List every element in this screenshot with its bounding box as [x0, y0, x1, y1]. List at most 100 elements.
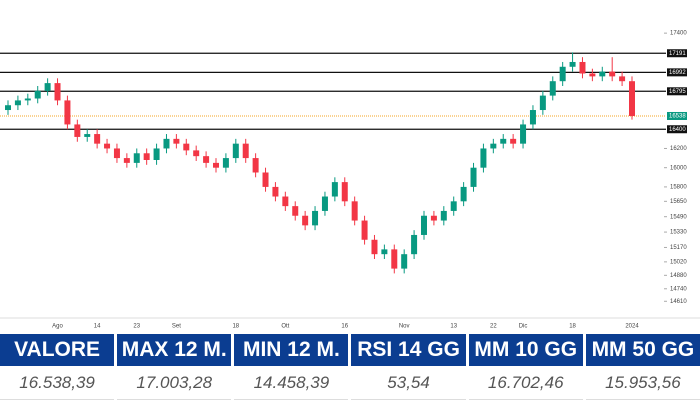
candle-body: [282, 196, 289, 207]
candle-body: [371, 239, 378, 255]
stats-table: VALORE MAX 12 M. MIN 12 M. RSI 14 GG MM 10 G…: [0, 334, 700, 400]
y-tick-label: 15020: [670, 259, 687, 265]
x-tick-label: Ago: [52, 324, 63, 330]
x-tick-label: Dic: [519, 324, 528, 330]
x-tick-label: Nov: [399, 324, 410, 330]
level-box: [667, 125, 687, 134]
candle-body: [143, 153, 150, 160]
x-tick-label: Ott: [281, 324, 289, 330]
candle-body: [440, 210, 447, 221]
x-tick-label: 14: [94, 324, 101, 330]
chart: 17400 16200 16000 15800 15650 15490 15330 15170…: [0, 31, 700, 330]
candle-body: [480, 148, 487, 168]
y-tick-label: 16200: [670, 146, 687, 152]
y-tick-label: 15170: [670, 245, 687, 251]
candle-body: [559, 66, 566, 82]
x-tick-label: 22: [490, 324, 497, 330]
candle-body: [74, 124, 81, 137]
candle-body: [331, 182, 338, 197]
candle-body: [183, 143, 190, 151]
candle-body: [510, 138, 517, 144]
y-tick-label: 15800: [670, 184, 687, 190]
table-header: MIN 12 M.: [234, 334, 349, 366]
candle-body: [321, 196, 328, 211]
level-box: [667, 49, 687, 58]
candle-body: [401, 254, 408, 269]
y-tick-label: 16000: [670, 165, 687, 171]
level-box: [667, 87, 687, 96]
candle-body: [64, 100, 71, 125]
y-tick-label: 14610: [670, 299, 687, 305]
candle-body: [292, 206, 299, 216]
table-value: 16.538,39: [0, 367, 115, 400]
last-price-box: [667, 111, 687, 120]
candle-body: [609, 71, 616, 77]
x-tick-label: 2024: [625, 324, 639, 330]
table-value: 16.702,46: [468, 367, 583, 400]
candle-body: [450, 201, 457, 211]
candle-body: [549, 81, 556, 96]
y-tick-label: 14740: [670, 286, 687, 292]
candle-body: [629, 81, 635, 116]
candle-body: [500, 138, 507, 144]
candle-body: [133, 153, 140, 163]
candle-body: [94, 134, 101, 144]
x-tick-label: 18: [232, 324, 239, 330]
table-value: 14.458,39: [234, 367, 349, 400]
x-tick-label: 13: [450, 324, 457, 330]
x-tick-label: 16: [341, 324, 348, 330]
candle-body: [14, 100, 21, 106]
candle-body: [529, 110, 536, 125]
x-tick-label: Set: [172, 324, 181, 330]
candle-body: [579, 61, 586, 74]
candle-body: [381, 249, 388, 255]
table-header: VALORE: [0, 334, 115, 366]
candle-body: [84, 134, 91, 137]
y-tick-label: 15330: [670, 230, 687, 236]
candle-body: [242, 143, 249, 159]
candle-body: [460, 186, 467, 202]
candle-body: [44, 83, 51, 91]
candle-body: [312, 210, 319, 226]
candle-body: [5, 105, 11, 111]
y-tick-label: 14880: [670, 273, 687, 279]
candle-body: [163, 138, 170, 149]
candle-body: [272, 186, 279, 197]
candle-body: [302, 215, 309, 226]
candle-body: [569, 61, 576, 67]
level-label: 16795: [669, 89, 686, 95]
last-price-label: 16538: [669, 114, 686, 120]
candle-body: [421, 215, 427, 235]
table-value: 53,54: [351, 367, 466, 400]
candle-body: [391, 249, 398, 269]
candle-body: [589, 73, 596, 77]
candle-body: [470, 167, 477, 187]
candle-body: [430, 215, 437, 221]
table-header: MAX 12 M.: [117, 334, 232, 366]
candle-body: [54, 83, 61, 101]
candle-body: [113, 148, 120, 159]
candle-body: [520, 124, 527, 144]
candle-body: [341, 182, 348, 202]
candle-body: [222, 158, 229, 168]
table-header: RSI 14 GG: [351, 334, 466, 366]
table-value: 15.953,56: [585, 367, 700, 400]
candle-body: [213, 162, 219, 168]
candle-body: [153, 148, 160, 160]
candle-body: [203, 156, 210, 163]
candle-body: [232, 143, 239, 159]
y-tick-label: 15650: [670, 199, 687, 205]
candle-body: [24, 98, 31, 101]
candle-body: [104, 143, 111, 149]
level-label: 16992: [669, 70, 686, 76]
table-value: 17.003,28: [117, 367, 232, 400]
y-tick-label: 17400: [670, 31, 687, 37]
candle-body: [34, 90, 41, 99]
level-label: 17191: [669, 51, 686, 57]
candle-body: [252, 158, 259, 173]
candle-body: [539, 95, 546, 111]
candle-body: [351, 201, 358, 221]
table-header: MM 50 GG: [585, 334, 700, 366]
candle-body: [599, 71, 606, 77]
